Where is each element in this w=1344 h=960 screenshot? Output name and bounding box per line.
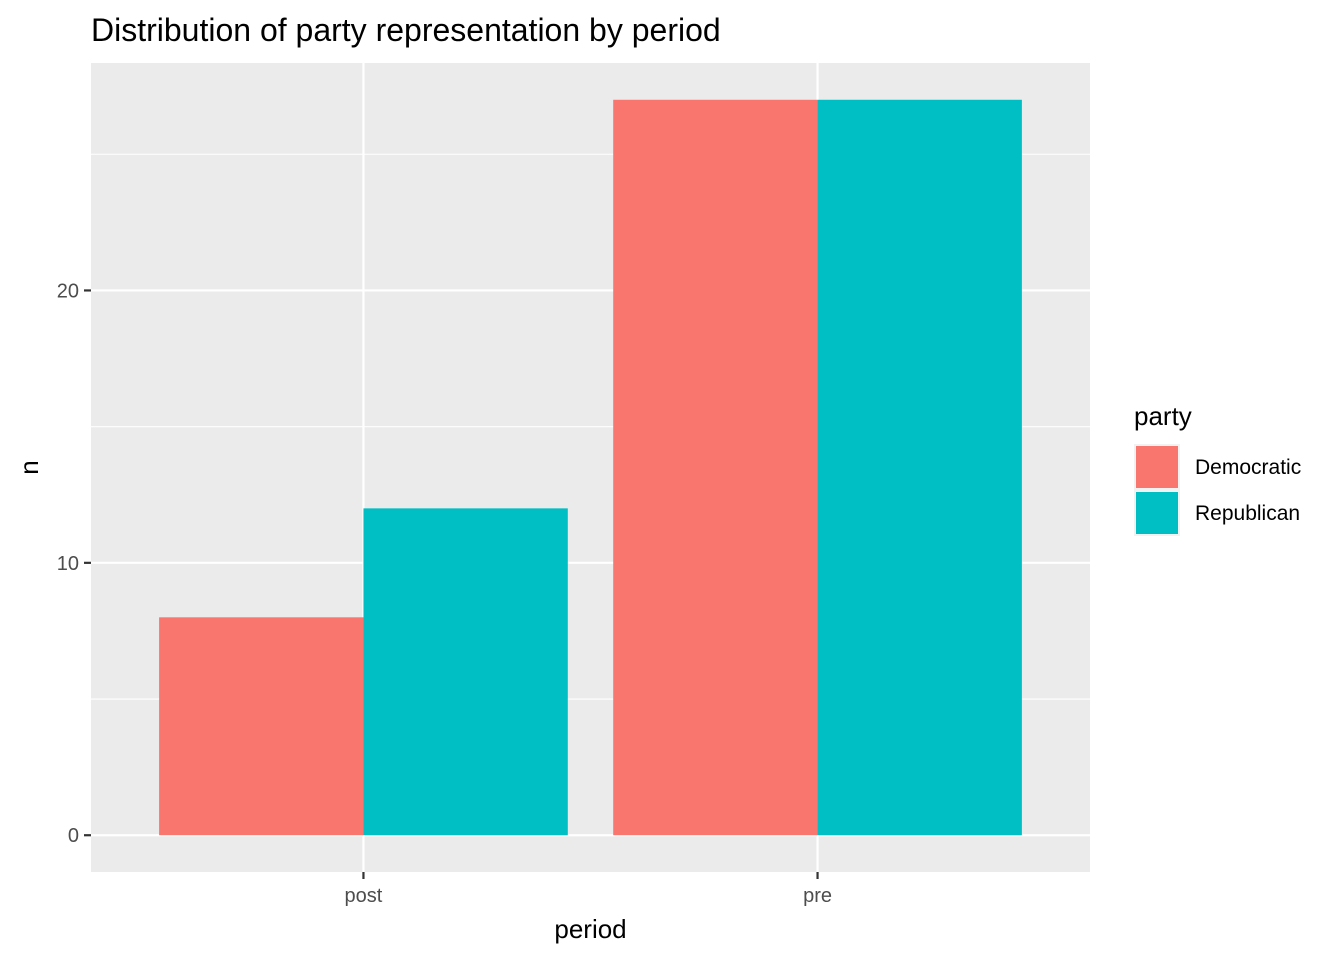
bar — [159, 617, 364, 836]
legend-key-swatch — [1136, 446, 1178, 488]
legend-key-swatch — [1136, 492, 1178, 534]
x-axis-title: period — [554, 914, 626, 944]
bar — [817, 99, 1022, 836]
legend-label: Republican — [1195, 502, 1300, 525]
y-axis-title: n — [14, 460, 44, 474]
legend-title: party — [1134, 401, 1192, 431]
x-tick-label: pre — [803, 885, 832, 907]
bars — [159, 99, 1022, 836]
y-axis: 0 10 20 — [57, 280, 91, 847]
x-axis: post pre — [345, 872, 832, 907]
y-tick-label: 20 — [57, 280, 79, 302]
y-tick-label: 10 — [57, 553, 79, 575]
y-tick-label: 0 — [68, 825, 79, 847]
chart-title: Distribution of party representation by … — [91, 12, 721, 48]
legend-label: Democratic — [1195, 456, 1301, 479]
x-tick-label: post — [345, 885, 383, 907]
bar — [613, 99, 818, 836]
legend: party Democratic Republican — [1134, 401, 1301, 536]
bar — [363, 508, 568, 836]
